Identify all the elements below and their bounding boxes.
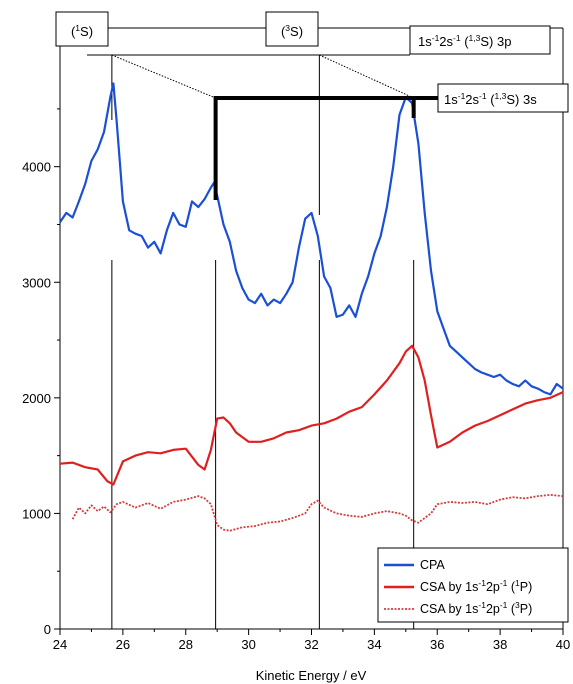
label-box-3p bbox=[409, 25, 551, 55]
text-segment: ( bbox=[507, 580, 515, 594]
text-segment: P) bbox=[520, 602, 533, 616]
y-tick-label: 4000 bbox=[22, 160, 51, 175]
superscript: 1,3 bbox=[495, 91, 507, 101]
text-segment: S) bbox=[290, 24, 303, 39]
superscript: -1 bbox=[478, 600, 486, 610]
series-line-2 bbox=[71, 493, 564, 532]
superscript: -1 bbox=[453, 33, 461, 43]
text-segment: 2s bbox=[465, 92, 479, 107]
x-tick-label: 40 bbox=[556, 637, 570, 652]
text-segment: S) 3p bbox=[480, 34, 511, 49]
superscript: 1 bbox=[515, 578, 520, 588]
superscript: 1 bbox=[75, 23, 80, 33]
text-segment: 2s bbox=[439, 34, 453, 49]
label-box-1s bbox=[55, 11, 109, 47]
label-1s: (1S) bbox=[71, 23, 93, 39]
y-tick-label: 0 bbox=[44, 622, 51, 637]
text-segment: 2p bbox=[486, 602, 500, 616]
x-tick-label: 24 bbox=[53, 637, 67, 652]
text-segment: S) bbox=[80, 24, 93, 39]
label-3s: (3S) bbox=[281, 23, 303, 39]
text-segment: ( bbox=[71, 24, 76, 39]
legend-label-csa1p: CSA by 1s-12p-1 (1P) bbox=[420, 578, 532, 594]
legend-label-cpa: CPA bbox=[420, 558, 445, 572]
text-segment: CSA by 1s bbox=[420, 602, 478, 616]
y-tick-label: 3000 bbox=[22, 275, 51, 290]
text-segment: ( bbox=[507, 602, 515, 616]
text-segment: CSA by 1s bbox=[420, 580, 478, 594]
x-axis-title: Kinetic Energy / eV bbox=[256, 668, 367, 683]
text-segment: 1s bbox=[418, 34, 432, 49]
x-tick-label: 38 bbox=[493, 637, 507, 652]
text-segment: S) 3s bbox=[506, 92, 537, 107]
label-3s-series: 1s-12s-1 (1,3S) 3s bbox=[444, 91, 537, 107]
dotted-connector bbox=[111, 54, 216, 99]
superscript: -1 bbox=[478, 578, 486, 588]
data-series bbox=[59, 82, 564, 532]
superscript: -1 bbox=[500, 600, 508, 610]
dotted-connector bbox=[319, 54, 414, 99]
x-tick-label: 30 bbox=[241, 637, 255, 652]
text-segment: ( bbox=[281, 24, 286, 39]
superscript: 3 bbox=[285, 23, 290, 33]
superscript: -1 bbox=[479, 91, 487, 101]
x-tick-label: 36 bbox=[430, 637, 444, 652]
y-tick-label: 2000 bbox=[22, 391, 51, 406]
y-tick-label: 1000 bbox=[22, 506, 51, 521]
text-segment: ( bbox=[461, 34, 470, 49]
series-line-0 bbox=[59, 82, 564, 396]
legend-label-csa3p: CSA by 1s-12p-1 (3P) bbox=[420, 600, 532, 616]
axes: 24 26 28 30 32 34 36 38 40 0 1000 2000 3000 4000 bbox=[22, 27, 570, 652]
superscript: 1,3 bbox=[469, 33, 481, 43]
superscript: -1 bbox=[432, 33, 440, 43]
text-segment: 1s bbox=[444, 92, 458, 107]
label-box-3s bbox=[265, 11, 319, 47]
superscript: -1 bbox=[458, 91, 466, 101]
label-box-3s-series bbox=[437, 83, 569, 113]
bracket-3s bbox=[213, 96, 416, 200]
x-tick-label: 28 bbox=[179, 637, 193, 652]
x-tick-label: 26 bbox=[116, 637, 130, 652]
text-segment: 2p bbox=[486, 580, 500, 594]
series-line-1 bbox=[59, 344, 564, 486]
label-3p: 1s-12s-1 (1,3S) 3p bbox=[418, 33, 511, 49]
text-segment: ( bbox=[487, 92, 496, 107]
x-tick-label: 32 bbox=[304, 637, 318, 652]
text-segment: P) bbox=[520, 580, 533, 594]
superscript: 3 bbox=[515, 600, 520, 610]
reference-lines bbox=[111, 55, 415, 629]
x-tick-label: 34 bbox=[367, 637, 381, 652]
superscript: -1 bbox=[500, 578, 508, 588]
